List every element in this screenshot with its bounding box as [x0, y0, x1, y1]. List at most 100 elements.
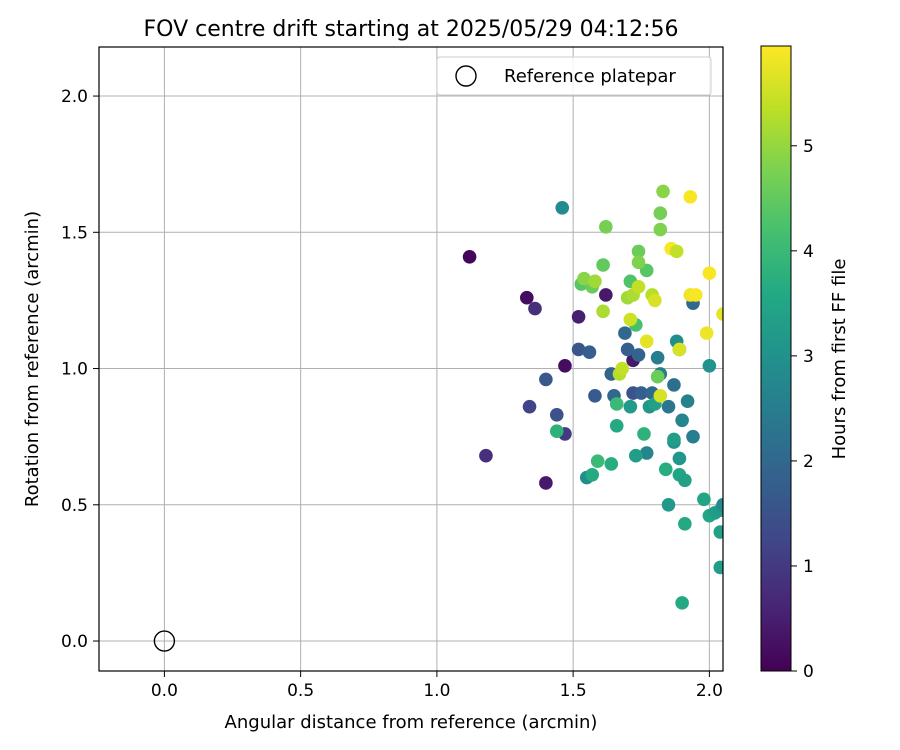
- scatter-point: [520, 290, 534, 305]
- y-tick-label: 0.0: [61, 632, 88, 652]
- scatter-point: [631, 348, 646, 362]
- scatter-point: [702, 266, 717, 280]
- scatter-point: [716, 307, 723, 321]
- colorbar-label: Hours from first FF file: [829, 259, 850, 460]
- scatter-point: [713, 525, 723, 539]
- scatter-point: [656, 184, 670, 199]
- scatter-point: [609, 397, 624, 411]
- y-tick-label: 0.5: [61, 496, 88, 516]
- colorbar-ticks: 0 1 2 3 4 5: [791, 137, 814, 682]
- plot-frame: [98, 46, 724, 672]
- scatter-point: [658, 462, 673, 477]
- scatter-point: [522, 399, 537, 414]
- scatter-point: [667, 432, 681, 447]
- scatter-point: [599, 288, 613, 302]
- scatter-point: [596, 258, 610, 272]
- x-axis-ticks: 0.0 0.5 1.0 1.5 2.0: [151, 671, 723, 701]
- scatter-point: [590, 454, 605, 468]
- x-tick-label: 2.0: [696, 681, 723, 701]
- x-tick-label: 0.5: [287, 681, 314, 701]
- scatter-point: [716, 497, 723, 512]
- scatter-point: [688, 288, 703, 302]
- scatter-point: [678, 517, 692, 531]
- y-axis-label: Rotation from reference (arcmin): [22, 211, 43, 507]
- x-axis-label: Angular distance from reference (arcmin): [225, 712, 598, 733]
- colorbar-tick-label: 4: [803, 242, 814, 262]
- scatter-point: [634, 386, 649, 400]
- scatter-point: [675, 596, 689, 610]
- scatter-point: [697, 492, 711, 507]
- y-tick-label: 1.0: [61, 360, 88, 380]
- scatter-point: [686, 429, 700, 444]
- scatter-point: [713, 560, 723, 575]
- scatter-point: [672, 451, 687, 466]
- scatter-point: [631, 255, 646, 270]
- scatter-point: [667, 378, 681, 392]
- legend-label: Reference platepar: [504, 66, 676, 87]
- scatter-point: [680, 394, 695, 409]
- legend-box: [436, 56, 712, 96]
- scatter-point: [588, 388, 602, 403]
- scatter-point: [661, 497, 676, 512]
- scatter-point: [615, 361, 629, 376]
- scatter-point: [549, 424, 564, 439]
- scatter-point: [539, 372, 553, 387]
- scatter-point: [549, 408, 564, 422]
- scatter-point: [672, 342, 687, 357]
- y-tick-label: 1.5: [61, 223, 88, 243]
- scatter-point: [699, 326, 714, 340]
- scatter-point: [539, 476, 553, 490]
- scatter-point: [675, 413, 689, 428]
- scatter-point: [623, 399, 638, 414]
- reference-layer: [153, 630, 176, 652]
- chart-title: FOV centre drift starting at 2025/05/29 …: [144, 17, 679, 42]
- scatter-point: [618, 326, 632, 340]
- scatter-point: [604, 457, 619, 471]
- scatter-point: [650, 350, 665, 365]
- x-tick-label: 1.5: [560, 681, 587, 701]
- scatter-point: [653, 388, 668, 403]
- scatter-point: [609, 418, 624, 433]
- scatter-point: [637, 427, 651, 441]
- legend-marker: [455, 65, 477, 87]
- scatter-point: [585, 468, 600, 482]
- scatter-point: [648, 293, 662, 308]
- scatter-point: [678, 473, 692, 488]
- scatter-point: [631, 244, 646, 259]
- x-tick-label: 1.0: [423, 681, 450, 701]
- scatter-point: [639, 334, 654, 349]
- scatter-point: [702, 359, 717, 373]
- colorbar-tick-label: 5: [803, 137, 814, 157]
- scatter-point: [639, 446, 654, 460]
- x-tick-label: 0.0: [151, 681, 178, 701]
- colorbar-gradient: [760, 45, 792, 672]
- legend: Reference platepar: [436, 56, 712, 96]
- scatter-point: [462, 250, 477, 264]
- scatter-point: [631, 279, 646, 294]
- scatter-point: [669, 244, 684, 259]
- scatter-point: [623, 312, 638, 327]
- scatter-point: [599, 220, 613, 234]
- colorbar-tick-label: 3: [803, 347, 814, 367]
- colorbar-tick-label: 1: [803, 557, 814, 577]
- scatter-point: [683, 190, 698, 204]
- scatter-point: [558, 359, 572, 373]
- scatter-point: [653, 222, 668, 237]
- data-points: [462, 184, 723, 610]
- scatter-point: [650, 369, 665, 384]
- reference-marker: [153, 630, 176, 652]
- scatter-point: [479, 448, 493, 463]
- scatter-point: [577, 271, 591, 286]
- y-axis-ticks: 0.0 0.5 1.0 1.5 2.0: [61, 87, 99, 652]
- scatter-point: [588, 274, 602, 289]
- colorbar-tick-label: 0: [803, 662, 814, 682]
- scatter-point: [528, 301, 542, 316]
- scatter-point: [620, 342, 635, 357]
- colorbar: 0 1 2 3 4 5 Hours from first FF file: [760, 45, 850, 682]
- scatter-point: [571, 342, 586, 357]
- colorbar-tick-label: 2: [803, 452, 814, 472]
- scatter-point: [653, 206, 668, 221]
- scatter-point: [555, 200, 570, 215]
